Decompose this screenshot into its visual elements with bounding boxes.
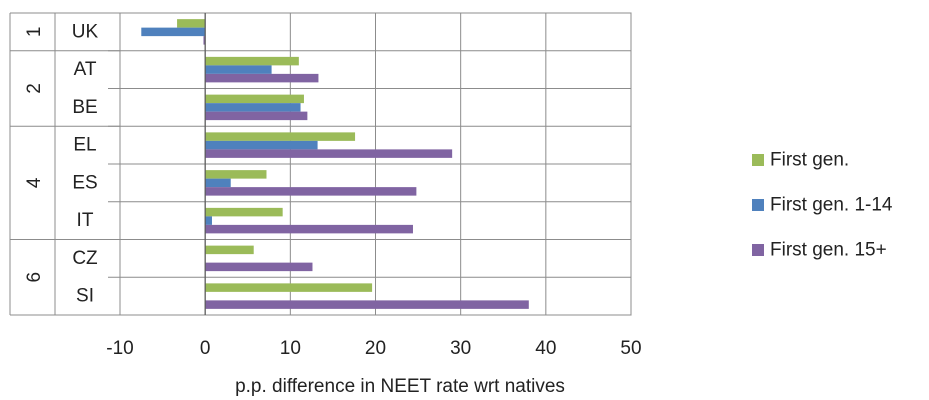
category-label: BE [72,97,97,118]
category-label: UK [72,21,99,42]
category-label: SI [76,286,94,307]
bar [205,111,308,121]
group-label: 2 [24,83,45,94]
legend-item: First gen. [752,150,849,171]
group-label: 6 [24,272,45,283]
legend-label: First gen. 15+ [770,240,887,261]
bar [205,103,301,112]
group-label: 1 [24,27,45,38]
bar [205,178,231,188]
plot-area [108,12,632,316]
x-axis-title: p.p. difference in NEET rate wrt natives [235,376,565,397]
category-label: CZ [72,248,98,269]
bar [205,262,313,272]
legend: First gen. First gen. 1-14 First gen. 15+ [752,150,893,261]
bar [177,19,206,28]
bar [205,170,267,179]
bar [205,132,356,141]
group-label: 4 [24,177,45,188]
bar [205,73,319,83]
bar [205,300,529,309]
legend-swatch [752,154,764,166]
axis-labels: 1 2 4 6 UK AT BE EL ES IT CZ SI -10 0 10 20 30 40 50 [9,12,642,359]
legend-item: First gen. 15+ [752,240,887,261]
x-tick-label: 0 [200,338,211,359]
x-tick-label: 20 [365,338,386,359]
bar [205,56,299,66]
bar [205,216,212,225]
bar [205,207,283,217]
legend-label: First gen. 1-14 [770,195,893,216]
bar [205,245,254,255]
bar [205,140,318,150]
category-label: ES [72,172,97,193]
x-tick-label: 40 [535,338,556,359]
bar [205,65,272,74]
legend-label: First gen. [770,150,849,171]
category-label: AT [74,59,97,80]
x-tick-label: 10 [280,338,301,359]
legend-item: First gen. 1-14 [752,195,893,216]
legend-swatch [752,244,764,256]
bar [203,36,206,45]
bar [205,283,373,292]
x-tick-label: 50 [620,338,641,359]
category-label: IT [77,210,94,231]
bar [141,27,206,37]
category-label: EL [73,135,96,156]
bar [205,187,417,196]
bar [205,94,304,104]
legend-swatch [752,199,764,211]
bar [205,224,413,234]
x-tick-label: 30 [450,338,471,359]
bar [205,149,453,158]
x-tick-label: -10 [106,338,133,359]
